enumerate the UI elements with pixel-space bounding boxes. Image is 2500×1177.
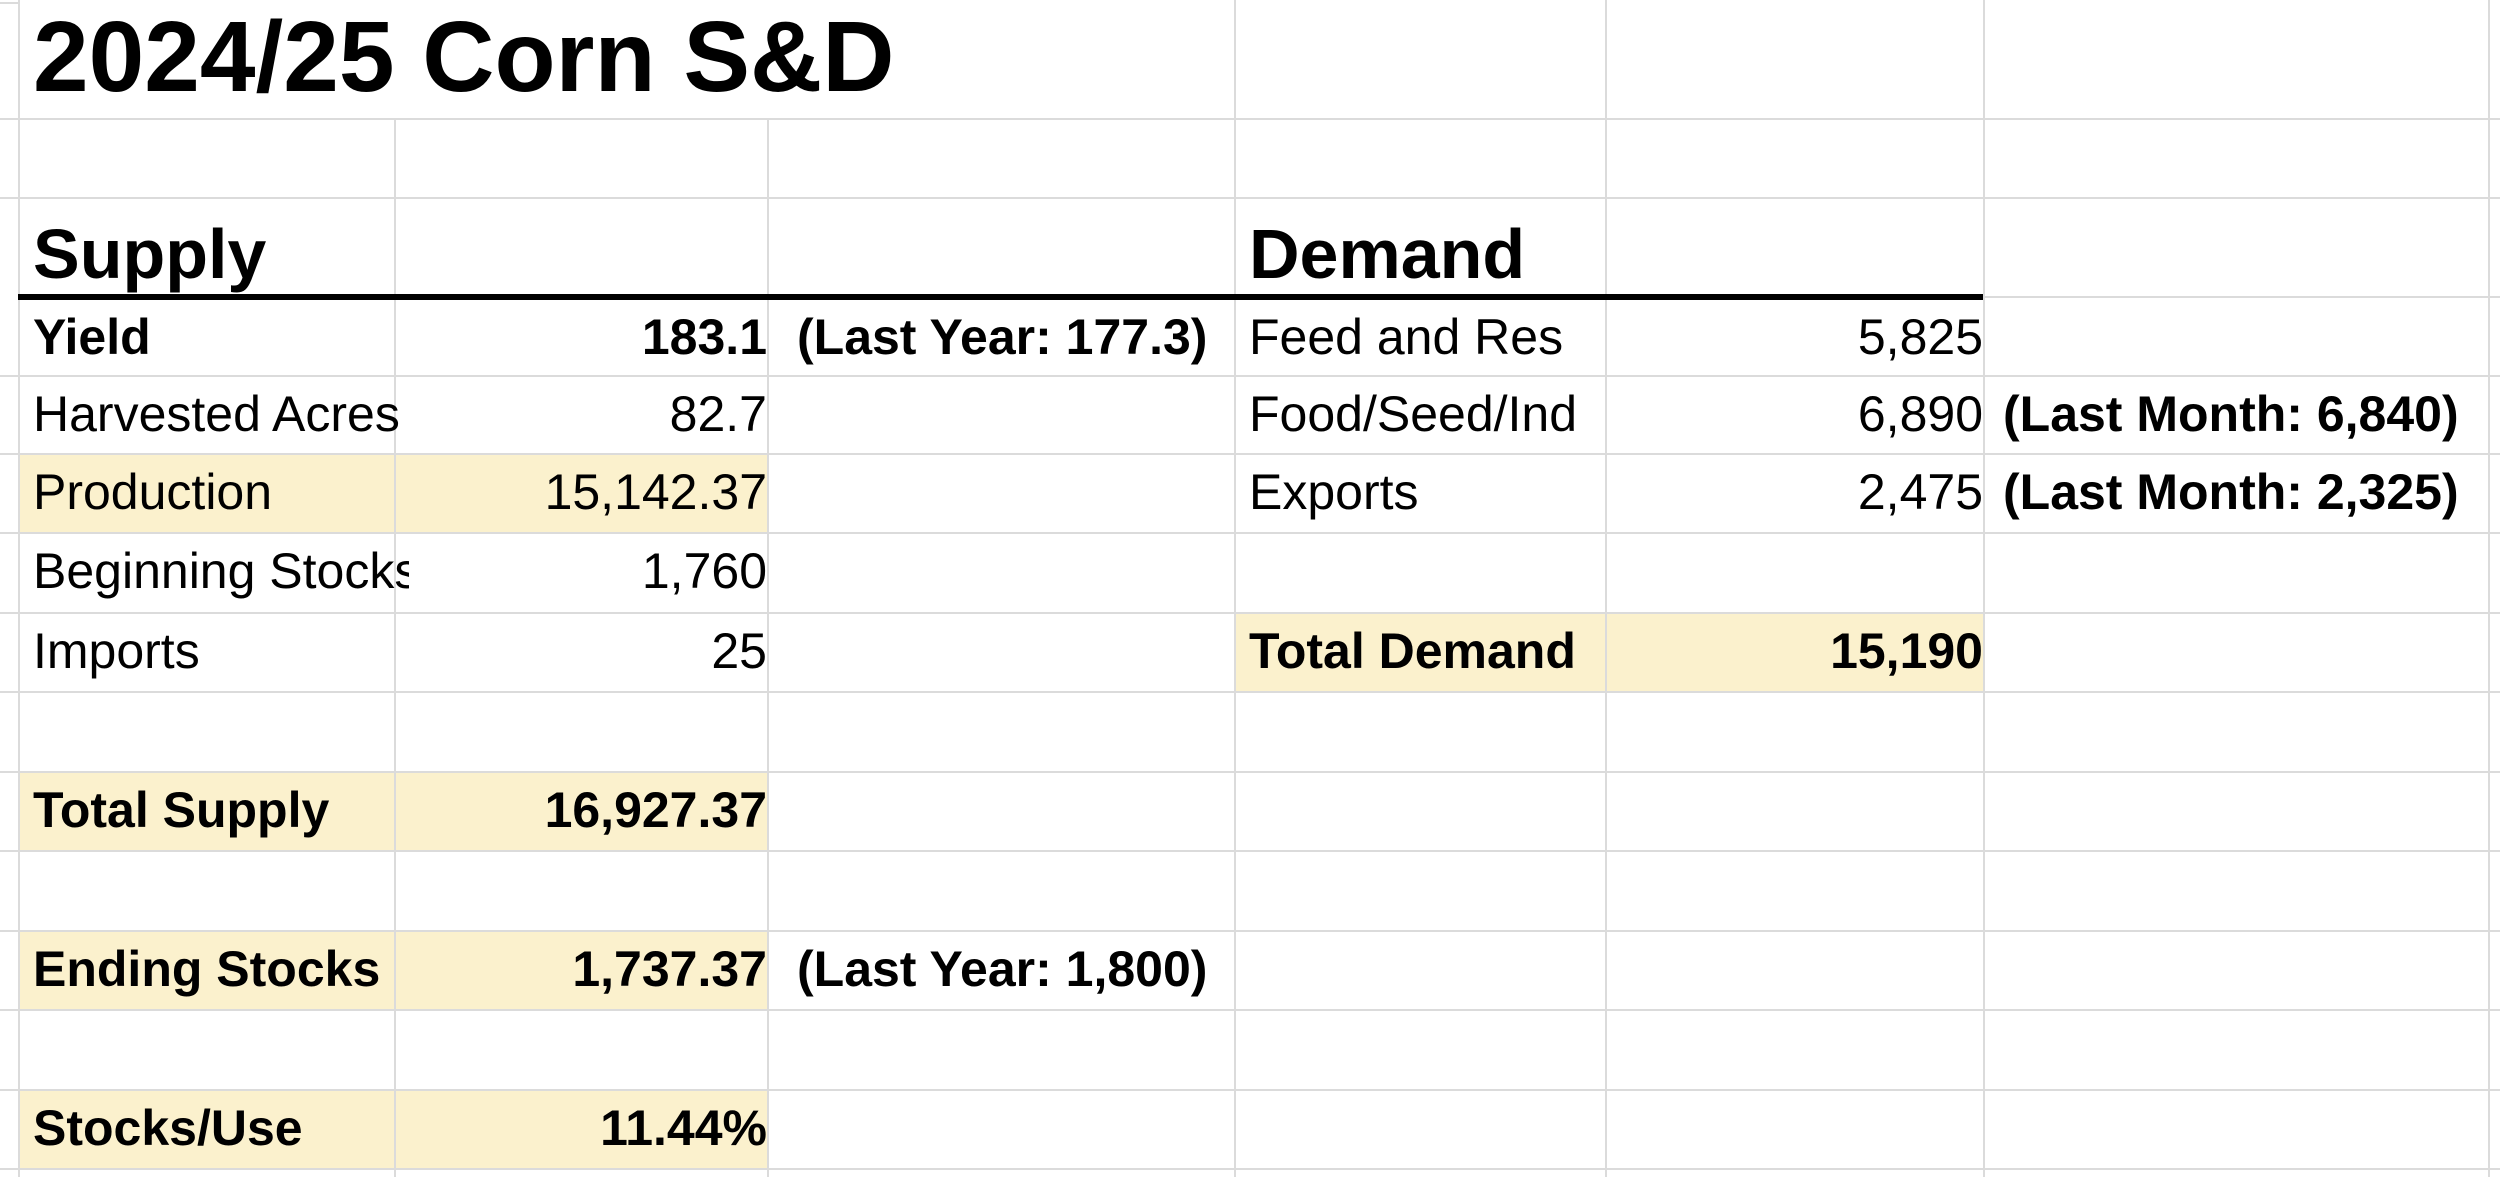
gridline-horizontal: [0, 375, 2500, 377]
cell-production-value[interactable]: 15,142.37: [544, 464, 767, 520]
cell-food-seed-ind-value[interactable]: 6,890: [1857, 386, 1983, 442]
cell-exports-note[interactable]: (Last Month: 2,325): [2003, 464, 2459, 520]
cell-stocks-use-value[interactable]: 11.44%: [600, 1100, 767, 1156]
cell-yield-note[interactable]: (Last Year: 177.3): [797, 309, 1208, 365]
cell-yield-label[interactable]: Yield: [33, 309, 151, 365]
sheet-title-cell[interactable]: 2024/25 Corn S&D: [33, 1, 895, 113]
cell-beginning-stocks-value[interactable]: 1,760: [641, 543, 767, 599]
highlight-total-supply-row: [18, 771, 767, 850]
gridline-horizontal: [0, 532, 2500, 534]
gridline-horizontal: [0, 453, 2500, 455]
cell-harvested-acres-value[interactable]: 82.7: [669, 386, 767, 442]
cell-food-seed-ind-note[interactable]: (Last Month: 6,840): [2003, 386, 2459, 442]
cell-imports-value[interactable]: 25: [711, 623, 767, 679]
section-header-border: [18, 294, 1983, 300]
gridline-vertical: [1983, 0, 1985, 1177]
cell-food-seed-ind-label[interactable]: Food/Seed/Ind: [1249, 386, 1578, 442]
gridline-horizontal: [1983, 296, 2500, 298]
cell-total-demand-value[interactable]: 15,190: [1830, 623, 1983, 679]
highlight-total-demand-row: [1234, 612, 1983, 691]
cell-feed-and-res-value[interactable]: 5,825: [1857, 309, 1983, 365]
highlight-stocks-use-row: [18, 1089, 767, 1168]
cell-yield-value[interactable]: 183.1: [641, 309, 767, 365]
cell-ending-stocks-label[interactable]: Ending Stocks: [33, 941, 381, 997]
gridline-horizontal: [0, 118, 2500, 120]
cell-total-supply-label[interactable]: Total Supply: [33, 782, 330, 838]
cell-total-demand-label[interactable]: Total Demand: [1249, 623, 1576, 679]
cell-harvested-acres-label[interactable]: Harvested Acres: [33, 386, 400, 442]
gridline-vertical: [767, 118, 769, 1177]
cell-exports-value[interactable]: 2,475: [1857, 464, 1983, 520]
cell-total-supply-value[interactable]: 16,927.37: [544, 782, 767, 838]
gridline-horizontal: [0, 930, 2500, 932]
gridline-horizontal: [0, 1168, 2500, 1170]
cell-production-label[interactable]: Production: [33, 464, 273, 520]
highlight-production-row: [18, 453, 767, 532]
gridline-vertical: [2488, 0, 2490, 1177]
gridline-horizontal: [0, 1089, 2500, 1091]
gridline-horizontal: [0, 771, 2500, 773]
cell-stocks-use-label[interactable]: Stocks/Use: [33, 1100, 303, 1156]
cell-imports-label[interactable]: Imports: [33, 623, 200, 679]
cell-exports-label[interactable]: Exports: [1249, 464, 1419, 520]
gridline-horizontal: [0, 612, 2500, 614]
cell-feed-and-res-label[interactable]: Feed and Res: [1249, 309, 1564, 365]
gridline-vertical: [394, 118, 396, 1177]
gridline-vertical: [1605, 0, 1607, 1177]
demand-section-header[interactable]: Demand: [1249, 215, 1526, 293]
gridline-horizontal: [0, 197, 2500, 199]
gridline-vertical: [18, 0, 20, 1177]
gridline-horizontal: [0, 850, 2500, 852]
gridline-horizontal: [0, 691, 2500, 693]
cell-ending-stocks-value[interactable]: 1,737.37: [572, 941, 767, 997]
cell-beginning-stocks-label[interactable]: Beginning Stocks: [33, 543, 409, 599]
cell-ending-stocks-note[interactable]: (Last Year: 1,800): [797, 941, 1208, 997]
gridline-horizontal: [0, 2, 18, 4]
highlight-ending-stocks-row: [18, 930, 767, 1009]
supply-section-header[interactable]: Supply: [33, 215, 267, 293]
gridline-horizontal: [0, 1009, 2500, 1011]
gridline-vertical: [1234, 0, 1236, 1177]
